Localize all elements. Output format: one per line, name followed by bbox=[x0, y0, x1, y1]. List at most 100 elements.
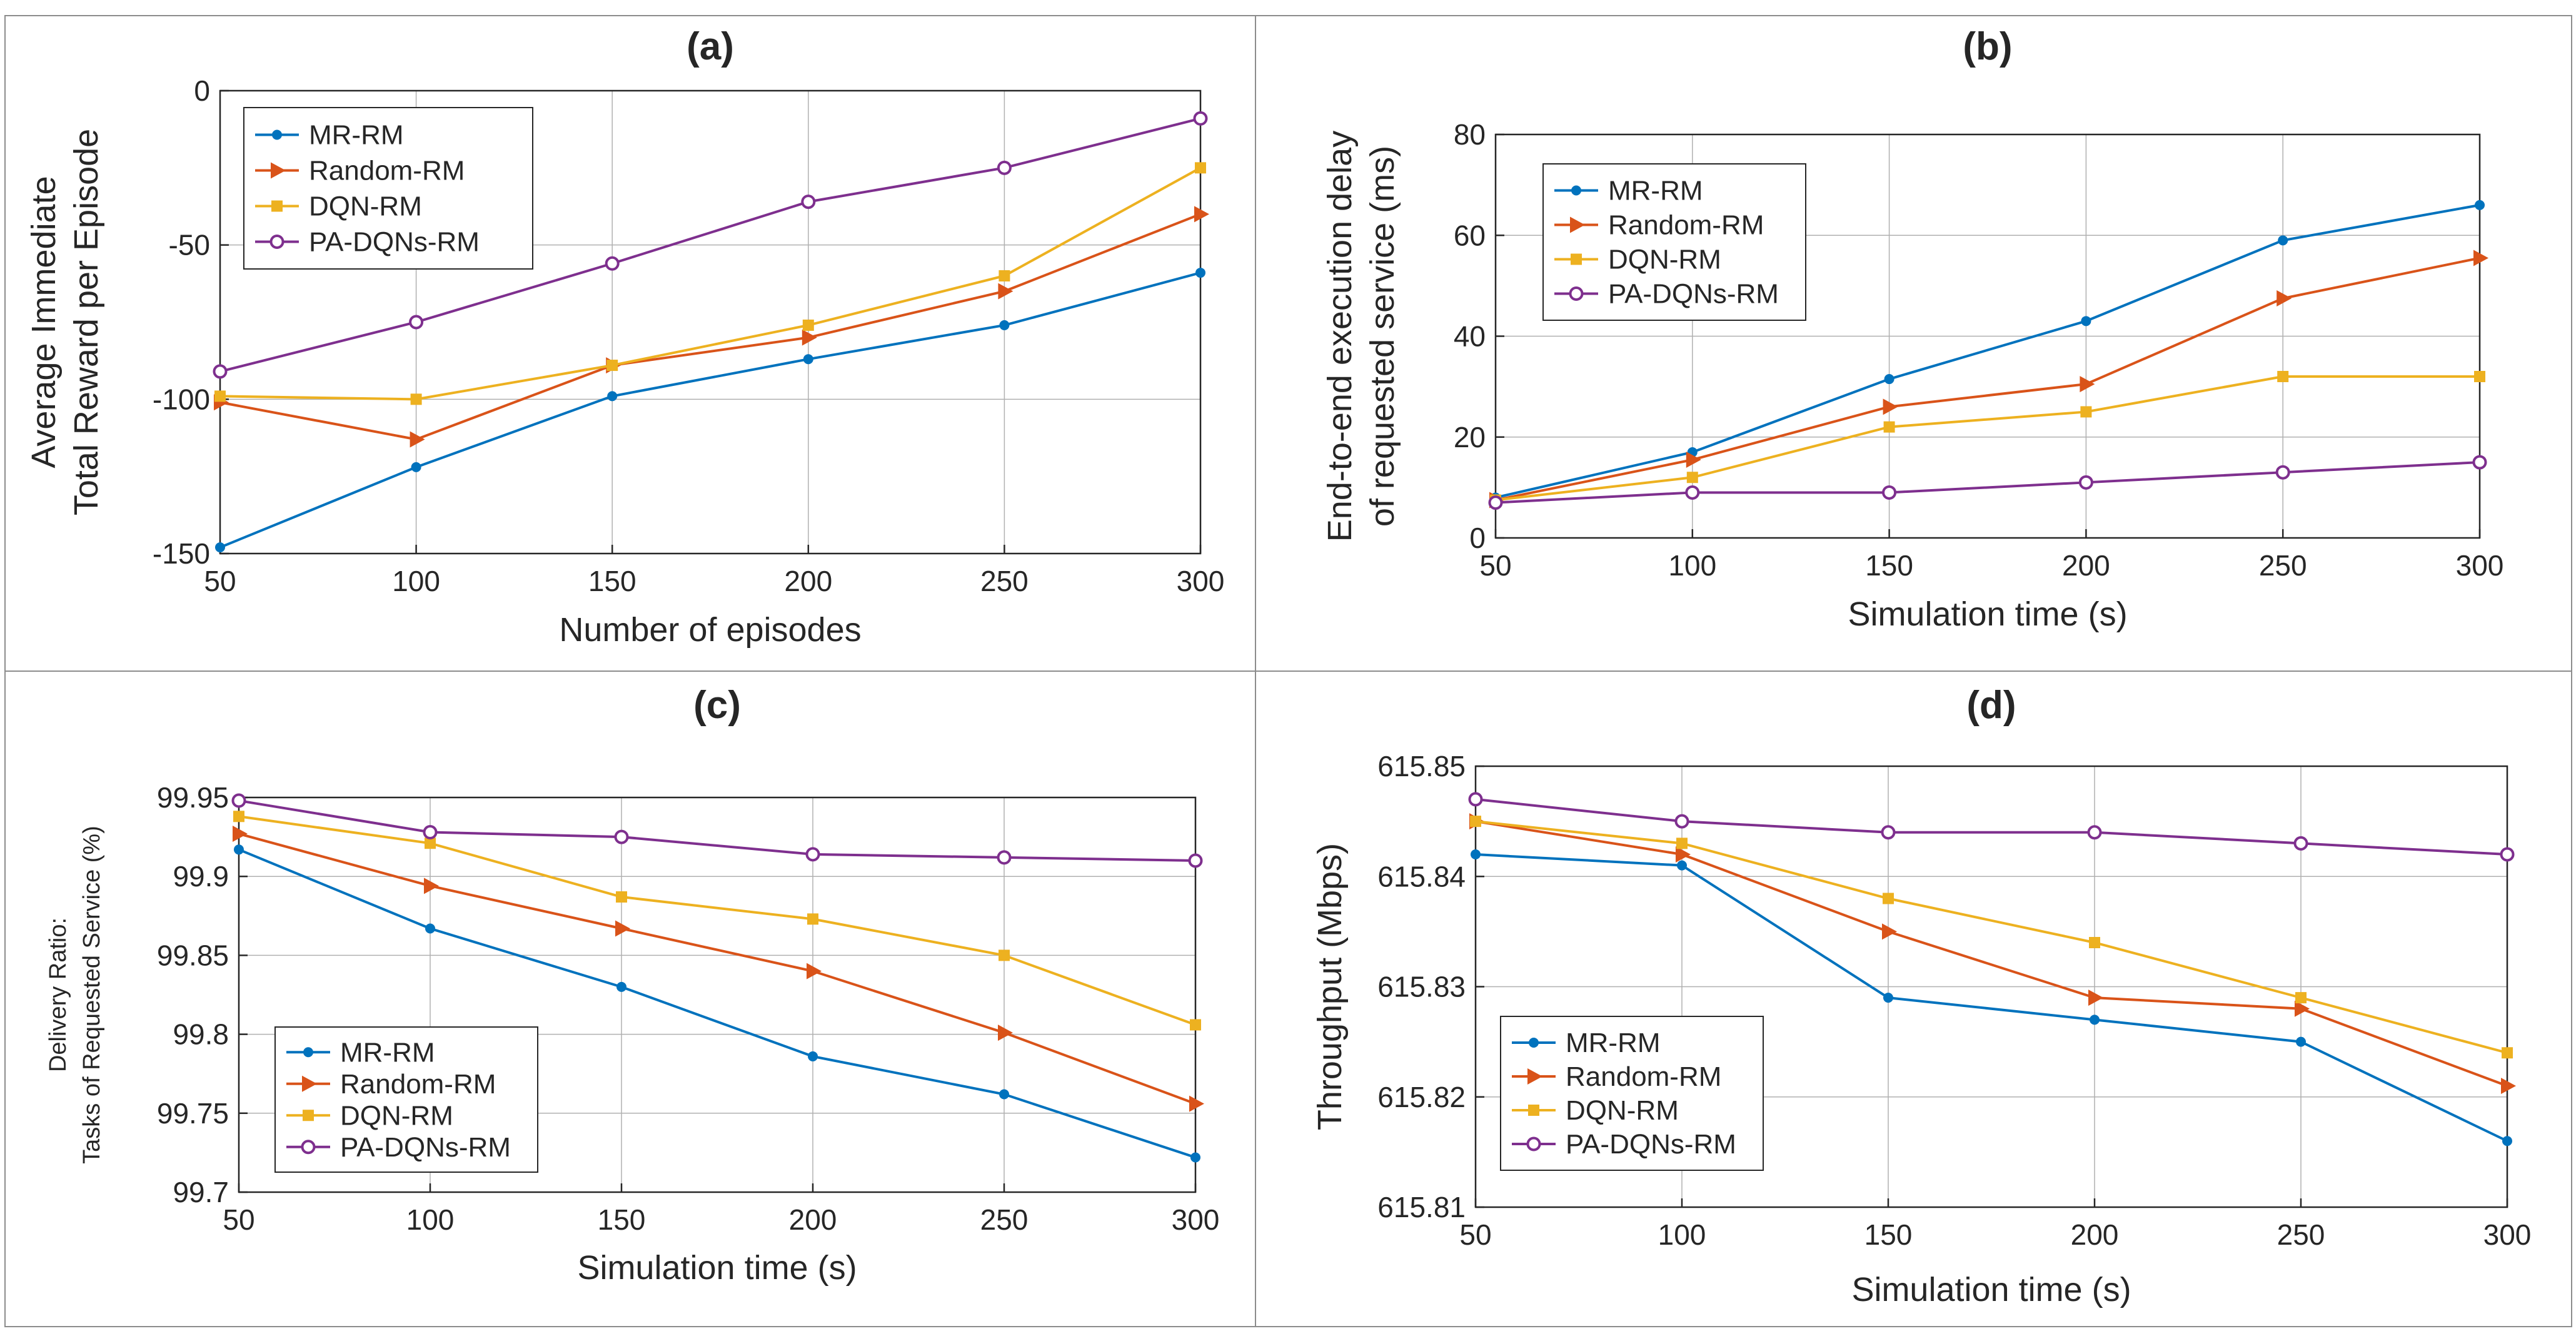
panel-d: 50 100 150 200 250 300 615.81 615.82 615.83 615.8… bbox=[1255, 671, 2572, 1327]
y-tick-label: -50 bbox=[169, 229, 210, 261]
panel-title: (a) bbox=[687, 25, 734, 68]
legend-label: Random-RM bbox=[309, 156, 465, 186]
data-point bbox=[1674, 814, 1689, 829]
series-line bbox=[1475, 820, 2508, 1055]
series-line bbox=[219, 166, 1201, 401]
legend-item: PA-DQNs-RM bbox=[1512, 1129, 1736, 1160]
data-point bbox=[1488, 495, 1503, 510]
data-point bbox=[234, 844, 244, 855]
series-line bbox=[1495, 375, 2480, 502]
data-point bbox=[802, 319, 814, 331]
x-tick-label: 100 bbox=[406, 1203, 455, 1236]
data-point bbox=[998, 283, 1014, 300]
series-line bbox=[238, 848, 1196, 1159]
y-tick-label: 0 bbox=[1469, 522, 1486, 554]
legend-item: Random-RM bbox=[1512, 1061, 1721, 1092]
legend-marker bbox=[301, 1140, 316, 1155]
legend: MR-RM Random-RM DQN-RM PA-DQNs-RM bbox=[243, 107, 533, 270]
legend: MR-RM Random-RM DQN-RM PA-DQNs-RM bbox=[1542, 163, 1806, 321]
y-tick-label: 60 bbox=[1454, 219, 1486, 251]
legend-marker bbox=[303, 1110, 314, 1121]
data-point bbox=[999, 1089, 1009, 1100]
series-pa-dqns-rm bbox=[1468, 792, 2515, 862]
data-point bbox=[2295, 992, 2307, 1004]
y-tick-label: 80 bbox=[1454, 118, 1486, 151]
legend-marker bbox=[269, 235, 284, 249]
legend-marker bbox=[1571, 253, 1582, 265]
x-axis-label: Simulation time (s) bbox=[1848, 595, 2127, 633]
data-point bbox=[1470, 816, 1481, 827]
panel-title: (c) bbox=[693, 684, 741, 727]
panel-c: 50 100 150 200 250 300 99.7 99.75 99.8 99.85 99.9 9… bbox=[4, 671, 1256, 1327]
legend-item: Random-RM bbox=[1554, 210, 1764, 241]
data-point bbox=[409, 315, 424, 330]
data-point bbox=[801, 195, 816, 210]
series-dqn-rm bbox=[1490, 371, 2485, 506]
x-tick-label: 300 bbox=[2483, 1218, 2532, 1251]
x-tick-label: 200 bbox=[2062, 549, 2110, 582]
legend-item: MR-RM bbox=[255, 120, 404, 151]
data-point bbox=[1883, 893, 1894, 904]
data-point bbox=[2500, 847, 2515, 862]
data-point bbox=[997, 160, 1012, 175]
legend-item: PA-DQNs-RM bbox=[1554, 279, 1779, 310]
data-point bbox=[2474, 371, 2485, 382]
data-point bbox=[1884, 374, 1894, 385]
data-point bbox=[2501, 1078, 2516, 1095]
data-point bbox=[607, 391, 618, 402]
series-dqn-rm bbox=[233, 811, 1201, 1031]
legend-label: MR-RM bbox=[1566, 1028, 1661, 1058]
data-point bbox=[2088, 989, 2103, 1006]
data-point bbox=[425, 838, 436, 849]
data-point bbox=[1677, 860, 1687, 871]
x-tick-label: 150 bbox=[588, 565, 636, 597]
data-point bbox=[1883, 421, 1895, 433]
panel-a: 50 100 150 200 250 300 -150 -100 -50 0 (a) Number o… bbox=[4, 15, 1256, 672]
data-point bbox=[998, 1025, 1013, 1041]
data-point bbox=[1883, 398, 1898, 415]
data-point bbox=[1194, 206, 1209, 223]
data-point bbox=[1676, 846, 1691, 863]
series-line bbox=[1495, 461, 2480, 504]
y-tick-label: 99.95 bbox=[157, 781, 229, 814]
series-line bbox=[219, 271, 1201, 549]
data-point bbox=[2089, 937, 2100, 948]
legend-marker bbox=[1526, 1136, 1541, 1151]
legend-item: DQN-RM bbox=[1554, 245, 1721, 275]
legend-label: Random-RM bbox=[1566, 1061, 1721, 1092]
data-point bbox=[1882, 485, 1897, 500]
data-point bbox=[410, 431, 425, 448]
legend-marker bbox=[1569, 286, 1584, 301]
y-tick-label: 99.8 bbox=[173, 1018, 229, 1051]
data-point bbox=[2087, 825, 2102, 840]
x-axis-label: Number of episodes bbox=[559, 611, 861, 649]
data-point bbox=[1195, 162, 1206, 174]
y-tick-label: 99.7 bbox=[173, 1176, 229, 1208]
legend-label: Random-RM bbox=[340, 1069, 496, 1100]
series-line bbox=[238, 815, 1196, 1026]
panel-title: (d) bbox=[1966, 684, 2016, 727]
x-tick-label: 50 bbox=[204, 565, 236, 597]
legend-marker bbox=[1529, 1038, 1539, 1048]
data-point bbox=[2293, 836, 2308, 851]
x-tick-label: 250 bbox=[2277, 1218, 2325, 1251]
x-tick-label: 50 bbox=[1479, 549, 1511, 582]
series-mr-rm bbox=[234, 844, 1200, 1163]
series-line bbox=[238, 799, 1196, 862]
data-point bbox=[1676, 838, 1688, 849]
legend-marker bbox=[1527, 1068, 1542, 1085]
data-point bbox=[1468, 792, 1483, 807]
data-point bbox=[214, 390, 226, 402]
x-tick-label: 200 bbox=[784, 565, 832, 597]
y-tick-label: 99.75 bbox=[157, 1097, 229, 1130]
data-point bbox=[999, 270, 1010, 281]
x-axis-label: Simulation time (s) bbox=[1851, 1271, 2131, 1308]
y-tick-label: 40 bbox=[1454, 320, 1486, 353]
legend-item: DQN-RM bbox=[286, 1100, 453, 1131]
data-point bbox=[616, 891, 627, 903]
legend-label: MR-RM bbox=[340, 1037, 435, 1068]
legend-item: DQN-RM bbox=[255, 191, 422, 222]
legend-label: PA-DQNs-RM bbox=[1566, 1129, 1736, 1160]
x-tick-label: 300 bbox=[1172, 1203, 1220, 1236]
y-tick-label: 615.83 bbox=[1377, 971, 1466, 1003]
